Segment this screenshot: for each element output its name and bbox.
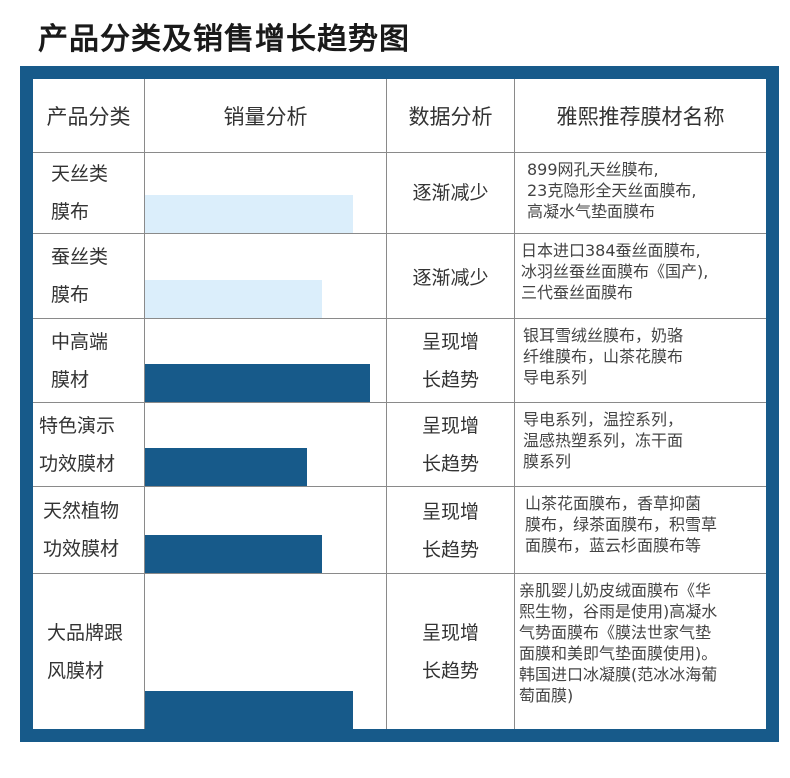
trend-label: 呈现增 [421, 414, 479, 437]
sales-bar [145, 280, 322, 318]
trend-label: 呈现增 [421, 501, 479, 523]
category-cell: 特色演示 功效膜材 [33, 403, 145, 487]
trend-label: 逐渐减少 [412, 267, 489, 289]
sales-bar [145, 535, 322, 573]
recommend-line: 面膜和美即气垫面膜使用)。 [519, 644, 718, 663]
recommend-line: 膜布，绿茶面膜布，积雪草 [525, 515, 718, 534]
recommend-line: 面膜布，蓝云杉面膜布等 [525, 536, 702, 555]
category-label: 功效膜材 [43, 538, 120, 560]
recommend-line: 银耳雪绒丝膜布，奶骆 [523, 326, 684, 345]
category-cell: 中高端 膜材 [33, 319, 145, 403]
category-label: 膜材 [51, 368, 90, 391]
recommend-line: 三代蚕丝面膜布 [521, 283, 634, 302]
trend-cell: 呈现增 长趋势 [387, 487, 515, 574]
category-cell: 天然植物 功效膜材 [33, 487, 145, 574]
sales-bar [145, 691, 353, 729]
trend-cell: 逐渐减少 [387, 234, 515, 319]
recommend-line: 山茶花面膜布，香草抑菌 [525, 494, 702, 513]
sales-cell [145, 319, 387, 403]
sales-cell [145, 574, 387, 729]
trend-label: 长趋势 [421, 659, 479, 682]
sales-cell [145, 153, 387, 234]
recommend-line: 纤维膜布，山茶花膜布 [523, 347, 684, 366]
trend-label: 呈现增 [421, 621, 479, 644]
sales-cell [145, 234, 387, 319]
category-label: 中高端 [51, 330, 109, 353]
category-label: 天丝类 [51, 163, 109, 185]
category-cell: 大品牌跟 风膜材 [33, 574, 145, 729]
recommend-line: 韩国进口冰凝膜(范冰冰海葡 [519, 665, 718, 684]
recommend-line: 温感热塑系列，冻干面 [523, 431, 684, 450]
category-label: 膜布 [51, 284, 90, 306]
recommend-line: 熙生物，谷雨是使用)高凝水 [519, 602, 718, 621]
trend-label: 长趋势 [421, 539, 479, 561]
recommend-line: 899网孔天丝膜布, [527, 160, 659, 179]
recommend-line: 日本进口384蚕丝面膜布, [521, 241, 701, 260]
sales-bar [145, 364, 370, 402]
trend-label: 呈现增 [421, 330, 479, 353]
category-label: 风膜材 [47, 659, 105, 682]
sales-cell [145, 487, 387, 574]
category-label: 功效膜材 [39, 452, 116, 475]
trend-label: 长趋势 [421, 368, 479, 391]
data-table: 产品分类 销量分析 数据分析 雅熙推荐膜材名称 天丝类 膜布 逐渐减少 899网孔天丝膜布, 2… [33, 79, 766, 729]
recommend-line: 高凝水气垫面膜布 [527, 202, 656, 221]
recommend-line: 导电系列，温控系列， [523, 410, 684, 429]
header-analysis: 数据分析 [387, 79, 515, 153]
category-label: 蚕丝类 [51, 246, 109, 268]
category-label: 天然植物 [43, 500, 120, 522]
category-label: 膜布 [51, 201, 90, 223]
header-sales: 销量分析 [145, 79, 387, 153]
trend-label: 逐渐减少 [412, 182, 489, 204]
recommend-cell: 银耳雪绒丝膜布，奶骆 纤维膜布，山茶花膜布 导电系列 [515, 319, 766, 403]
recommend-cell: 山茶花面膜布，香草抑菌 膜布，绿茶面膜布，积雪草 面膜布，蓝云杉面膜布等 [515, 487, 766, 574]
recommend-cell: 899网孔天丝膜布, 23克隐形全天丝面膜布, 高凝水气垫面膜布 [515, 153, 766, 234]
trend-cell: 呈现增 长趋势 [387, 574, 515, 729]
recommend-line: 膜系列 [523, 452, 572, 471]
table-frame: 产品分类 销量分析 数据分析 雅熙推荐膜材名称 天丝类 膜布 逐渐减少 899网孔天丝膜布, 2… [20, 66, 779, 742]
recommend-line: 23克隐形全天丝面膜布, [527, 181, 697, 200]
category-label: 大品牌跟 [47, 621, 124, 644]
category-cell: 天丝类 膜布 [33, 153, 145, 234]
recommend-cell: 亲肌婴儿奶皮绒面膜布《华 熙生物，谷雨是使用)高凝水 气势面膜布《膜法世家气垫 面膜和… [515, 574, 766, 729]
sales-cell [145, 403, 387, 487]
trend-cell: 呈现增 长趋势 [387, 319, 515, 403]
recommend-line: 气势面膜布《膜法世家气垫 [519, 623, 712, 642]
header-recommend: 雅熙推荐膜材名称 [515, 79, 766, 153]
recommend-cell: 导电系列，温控系列， 温感热塑系列，冻干面 膜系列 [515, 403, 766, 487]
trend-label: 长趋势 [421, 452, 479, 475]
recommend-line: 萄面膜) [519, 686, 574, 705]
recommend-line: 亲肌婴儿奶皮绒面膜布《华 [519, 581, 712, 600]
trend-cell: 逐渐减少 [387, 153, 515, 234]
trend-cell: 呈现增 长趋势 [387, 403, 515, 487]
page-title: 产品分类及销售增长趋势图 [38, 22, 410, 57]
category-label: 特色演示 [39, 414, 116, 437]
sales-bar [145, 195, 353, 233]
recommend-line: 导电系列 [523, 368, 588, 387]
recommend-line: 冰羽丝蚕丝面膜布《国产), [521, 262, 709, 281]
sales-bar [145, 448, 307, 486]
category-cell: 蚕丝类 膜布 [33, 234, 145, 319]
recommend-cell: 日本进口384蚕丝面膜布, 冰羽丝蚕丝面膜布《国产), 三代蚕丝面膜布 [515, 234, 766, 319]
header-category: 产品分类 [33, 79, 145, 153]
